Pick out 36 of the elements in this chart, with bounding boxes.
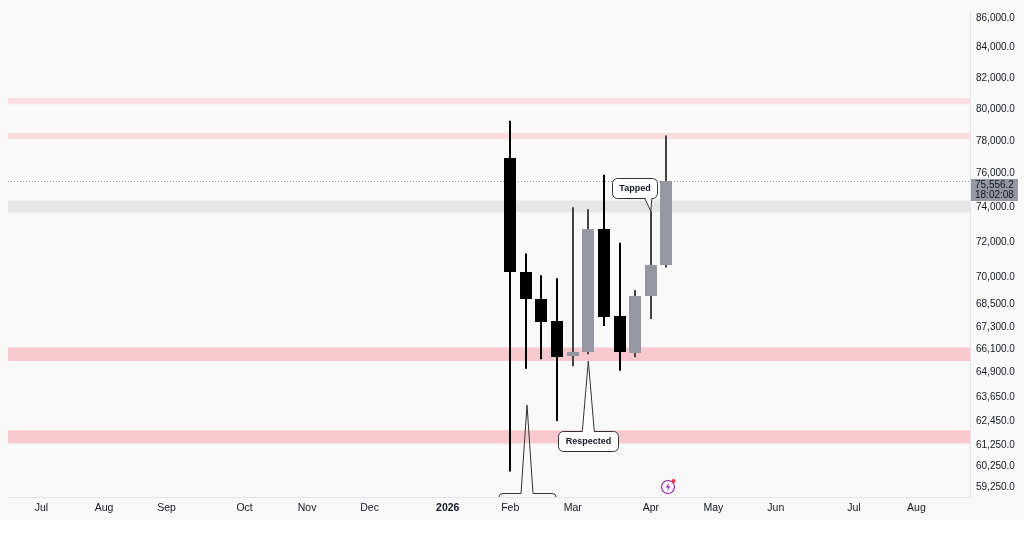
y-tick-label: 80,000.0 bbox=[976, 102, 1016, 114]
ref-line-label: 75,556.2 18:02:08 bbox=[975, 179, 1015, 201]
x-tick-label: Mar bbox=[563, 501, 583, 514]
x-tick-label: Jun bbox=[767, 501, 785, 514]
y-tick-label: 59,250.0 bbox=[976, 481, 1016, 493]
x-tick-label: Sep bbox=[157, 501, 176, 514]
annotation: Respected bbox=[565, 436, 612, 447]
x-tick-label: Aug bbox=[94, 501, 114, 514]
x-tick-label: Apr bbox=[642, 501, 660, 514]
y-tick-label: 61,250.0 bbox=[976, 439, 1016, 451]
candlestick bbox=[567, 207, 579, 367]
x-tick-label: Oct bbox=[236, 501, 253, 514]
y-tick-label: 82,000.0 bbox=[976, 71, 1016, 83]
annotation: Tapped bbox=[619, 183, 651, 194]
y-tick-label: 63,650.0 bbox=[976, 390, 1016, 402]
x-tick-label: 2026 bbox=[436, 501, 460, 514]
y-tick-label: 72,000.0 bbox=[976, 235, 1016, 247]
x-tick-label: Nov bbox=[297, 501, 318, 514]
x-tick-label: Aug bbox=[907, 501, 926, 514]
x-tick-label: Jul bbox=[34, 501, 49, 514]
x-tick-label: Feb bbox=[501, 501, 520, 514]
x-tick-label: Dec bbox=[360, 501, 379, 514]
y-tick-label: 78,000.0 bbox=[976, 134, 1016, 146]
y-tick-label: 74,000.0 bbox=[976, 200, 1016, 212]
y-tick-label: 62,450.0 bbox=[976, 414, 1016, 426]
y-tick-label: 67,300.0 bbox=[976, 320, 1016, 332]
y-tick-label: 68,500.0 bbox=[976, 298, 1016, 310]
y-tick-label: 76,000.0 bbox=[976, 167, 1016, 179]
y-tick-label: 86,000.0 bbox=[976, 11, 1016, 23]
y-tick-label: 70,000.0 bbox=[976, 271, 1016, 283]
x-tick-label: Jul bbox=[847, 501, 861, 514]
x-tick-label: May bbox=[703, 501, 724, 514]
y-tick-label: 84,000.0 bbox=[976, 41, 1016, 53]
y-tick-label: 64,900.0 bbox=[976, 366, 1016, 378]
y-tick-label: 60,250.0 bbox=[976, 460, 1016, 472]
y-tick-label: 66,100.0 bbox=[976, 343, 1016, 355]
